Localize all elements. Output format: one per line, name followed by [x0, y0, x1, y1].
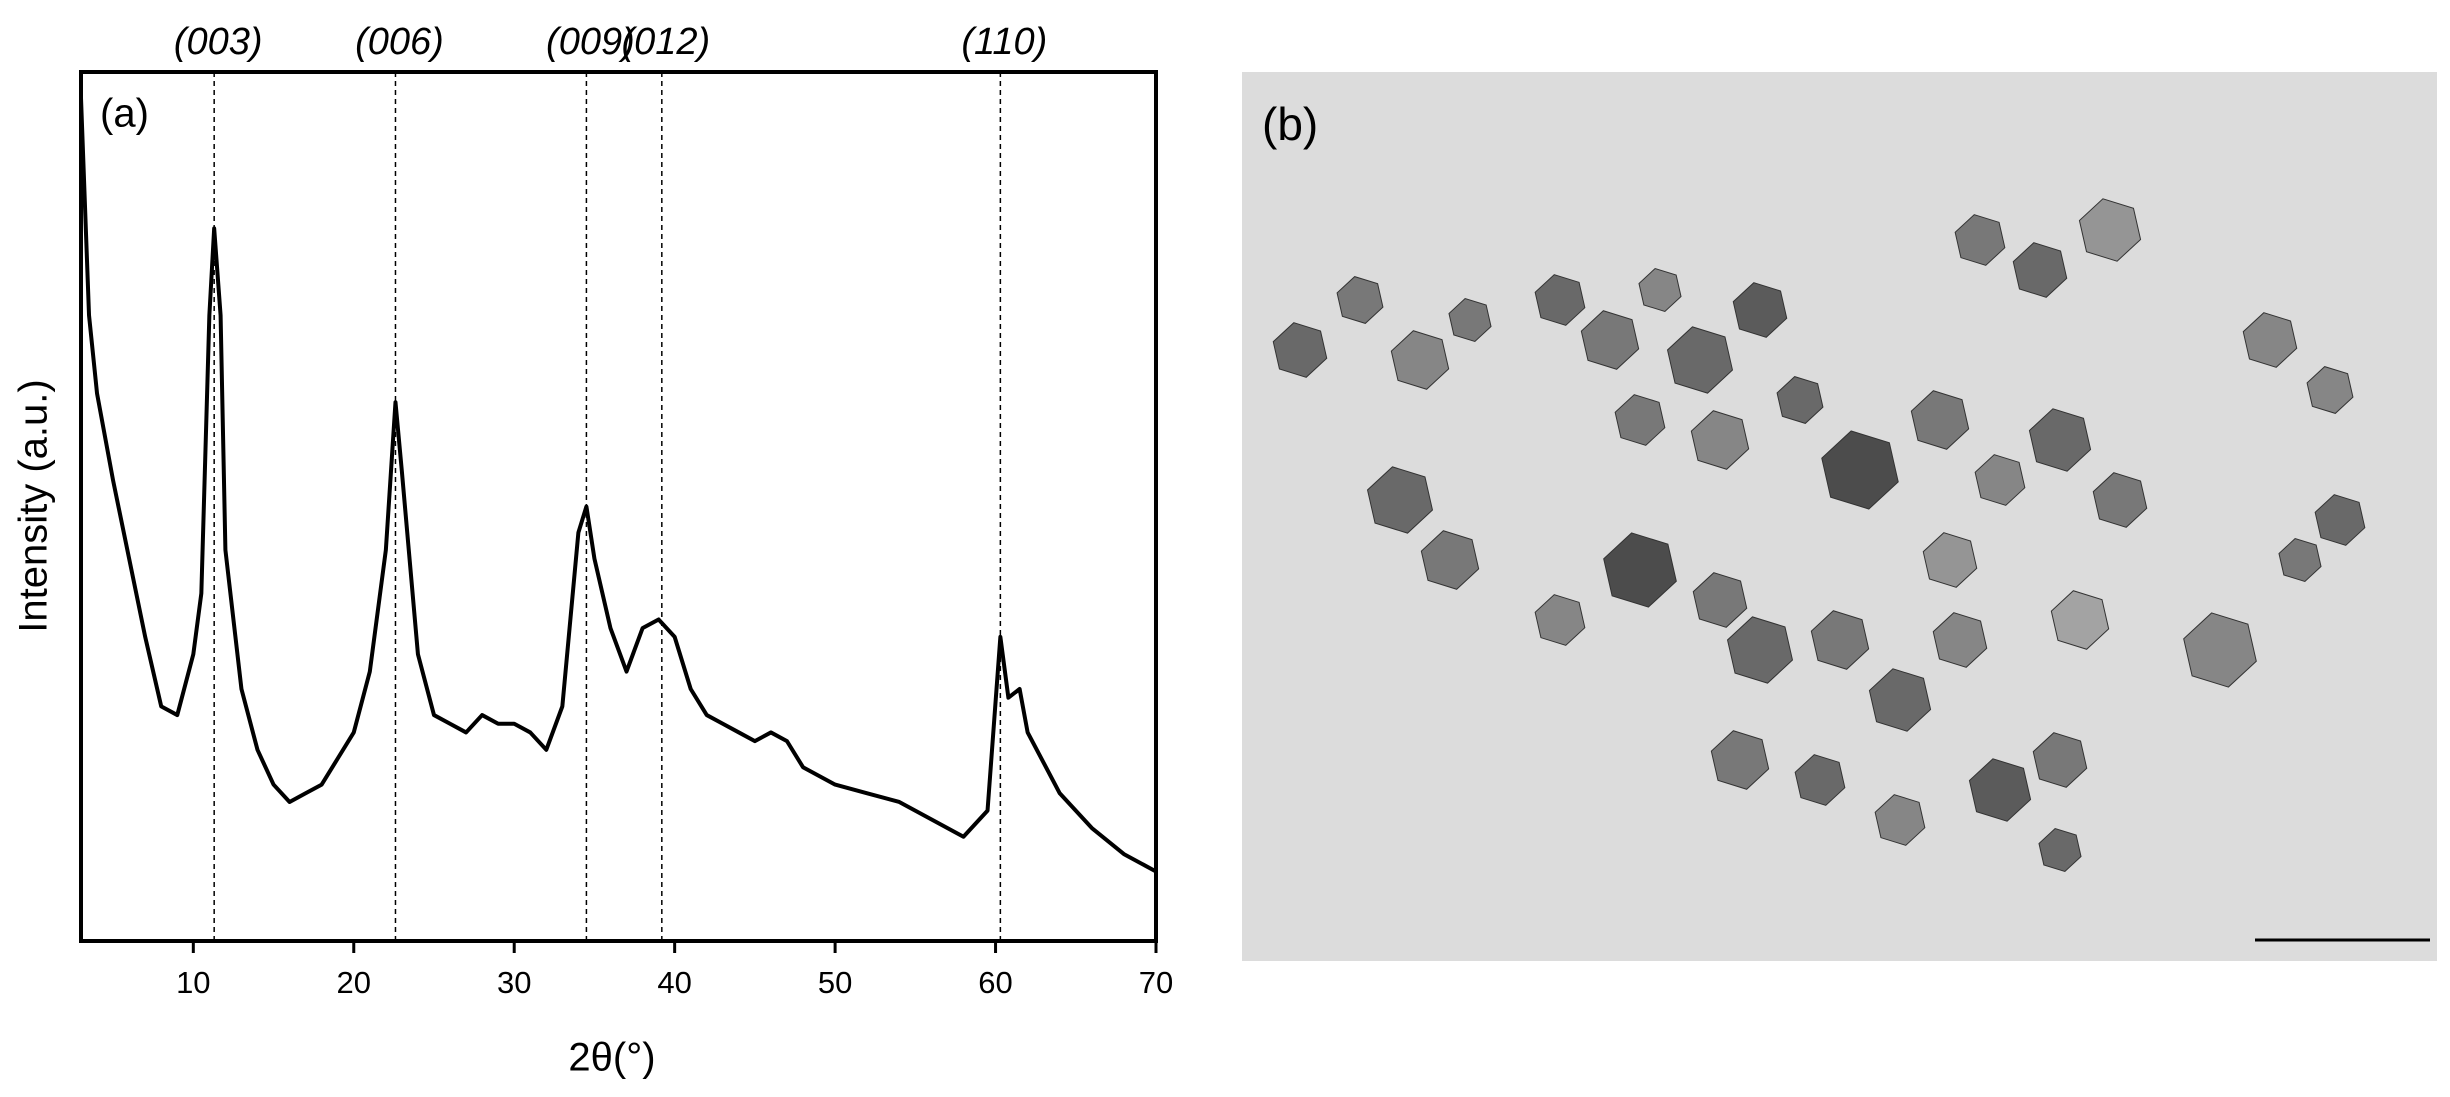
particle: [1272, 322, 1328, 378]
particle: [1776, 376, 1824, 424]
particle: [2278, 537, 2322, 583]
particle: [1692, 572, 1748, 628]
xrd-line: [79, 97, 1157, 874]
particle: [1810, 610, 1870, 670]
peak-label: (012): [621, 21, 710, 63]
particle: [1580, 310, 1640, 370]
particle: [2032, 732, 2088, 788]
x-tick-label: 20: [337, 965, 371, 1000]
plot-frame: [79, 70, 1158, 943]
peak-label: (006): [355, 21, 444, 63]
x-tick-label: 50: [818, 965, 852, 1000]
particle: [1614, 394, 1666, 446]
particle: [1420, 530, 1480, 590]
tem-image: [1242, 72, 2437, 961]
particle: [2306, 366, 2354, 414]
particle: [1868, 668, 1932, 732]
particle: [1710, 730, 1770, 790]
x-tick-label: 30: [497, 965, 531, 1000]
panel-label-b: (b): [1262, 98, 1318, 150]
peak-label: (003): [174, 21, 263, 63]
particle: [1932, 612, 1988, 668]
particle: [1821, 430, 1899, 510]
particle: [1534, 594, 1586, 646]
particle: [2012, 242, 2068, 298]
particle: [1638, 267, 1682, 313]
particle: [2314, 494, 2366, 546]
x-tick-label: 60: [978, 965, 1012, 1000]
particle: [2183, 612, 2257, 688]
particle: [1690, 410, 1750, 470]
particle: [2078, 198, 2142, 262]
x-tick-label: 70: [1139, 965, 1173, 1000]
particle: [2038, 827, 2082, 873]
particle: [1968, 758, 2032, 822]
particle: [2092, 472, 2148, 528]
particle: [1390, 330, 1450, 390]
particle: [1448, 297, 1492, 343]
peak-label: (009): [546, 21, 635, 63]
panel-label-a: (a): [100, 92, 149, 136]
particle: [1910, 390, 1970, 450]
particle: [1336, 276, 1384, 324]
x-axis-title: 2θ(°): [568, 1036, 655, 1080]
particle: [1366, 466, 1434, 534]
particle: [1603, 532, 1677, 608]
particle: [1534, 274, 1586, 326]
particle: [1954, 214, 2006, 266]
x-tick-label: 10: [176, 965, 210, 1000]
peak-label: (110): [961, 21, 1047, 63]
particle: [1974, 454, 2026, 506]
y-axis-title: Intensity (a.u.): [12, 379, 56, 632]
tem-background: [1242, 72, 2437, 961]
particle: [2242, 312, 2298, 368]
particle: [2050, 590, 2110, 650]
particle: [1922, 532, 1978, 588]
particle: [1666, 326, 1734, 394]
particle: [2028, 408, 2092, 472]
particle: [1726, 616, 1794, 684]
particle: [1732, 282, 1788, 338]
particle: [1874, 794, 1926, 846]
particle: [1794, 754, 1846, 806]
x-tick-label: 40: [657, 965, 691, 1000]
